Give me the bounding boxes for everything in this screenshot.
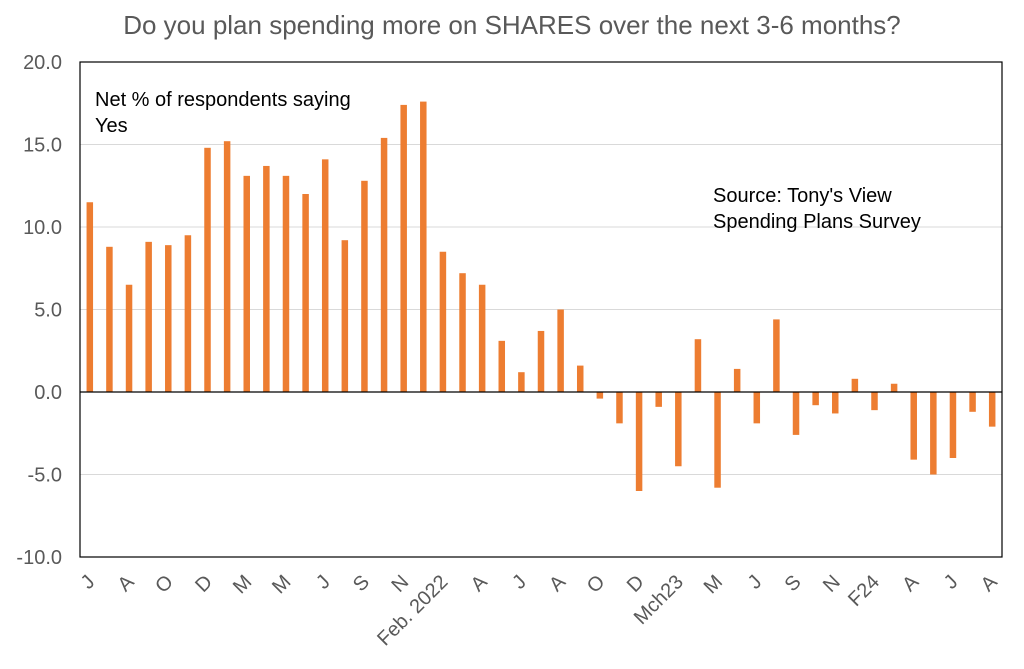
bar bbox=[145, 241, 152, 392]
x-tick-label: M bbox=[229, 571, 256, 598]
bar bbox=[792, 392, 800, 435]
bar bbox=[302, 194, 309, 392]
x-tick-label: O bbox=[583, 571, 610, 598]
bar bbox=[223, 141, 231, 392]
bar bbox=[576, 365, 584, 392]
bar bbox=[125, 284, 133, 392]
bar bbox=[596, 392, 604, 399]
bar bbox=[851, 378, 859, 392]
bar bbox=[380, 137, 388, 392]
bar bbox=[282, 175, 290, 392]
bar bbox=[714, 392, 721, 488]
y-axis-ticks: 20.0 15.0 10.0 5.0 0.0 -5.0 -10.0 bbox=[16, 52, 62, 569]
bar bbox=[557, 309, 564, 392]
x-tick-label: J bbox=[77, 571, 100, 594]
x-tick-label: N bbox=[819, 571, 845, 597]
bar bbox=[871, 392, 878, 411]
x-tick-label: M bbox=[268, 571, 295, 598]
x-tick-label: J bbox=[744, 571, 767, 594]
bar bbox=[635, 392, 643, 491]
y-tick-label: -10.0 bbox=[16, 547, 62, 569]
bar bbox=[106, 246, 113, 392]
x-tick-label: A bbox=[467, 571, 492, 596]
chart-title: Do you plan spending more on SHARES over… bbox=[123, 10, 901, 40]
bar bbox=[400, 104, 407, 393]
y-tick-label: 0.0 bbox=[34, 382, 62, 404]
bar bbox=[832, 392, 839, 414]
bar bbox=[910, 392, 917, 460]
x-tick-label: A bbox=[545, 571, 570, 596]
legend-annotation-line2: Yes bbox=[95, 115, 128, 137]
x-tick-label: J bbox=[940, 571, 963, 594]
bar bbox=[439, 251, 447, 392]
bar bbox=[694, 339, 702, 392]
x-tick-label: D bbox=[623, 571, 649, 597]
bar bbox=[537, 330, 545, 392]
legend-annotation-line1: Net % of respondents saying bbox=[95, 89, 351, 111]
bar bbox=[616, 392, 623, 424]
bar bbox=[341, 240, 349, 392]
bar bbox=[459, 273, 466, 392]
x-tick-label: Feb. 2022 bbox=[373, 571, 452, 650]
bar bbox=[263, 165, 270, 392]
bar bbox=[165, 245, 172, 392]
x-tick-label: A bbox=[898, 571, 923, 596]
bar bbox=[890, 383, 898, 392]
x-tick-label: M bbox=[700, 571, 727, 598]
bar bbox=[733, 368, 741, 392]
bar bbox=[969, 392, 976, 412]
x-tick-label: J bbox=[508, 571, 531, 594]
bar bbox=[773, 319, 780, 392]
y-tick-label: 15.0 bbox=[23, 135, 62, 157]
x-tick-label: O bbox=[151, 571, 178, 598]
x-tick-label: A bbox=[114, 571, 139, 596]
bar bbox=[498, 340, 506, 392]
y-tick-label: 5.0 bbox=[34, 300, 62, 322]
bar bbox=[243, 175, 250, 392]
x-tick-label: J bbox=[312, 571, 335, 594]
source-annotation-line2: Spending Plans Survey bbox=[713, 211, 921, 233]
bar bbox=[204, 147, 211, 392]
y-tick-label: 10.0 bbox=[23, 217, 62, 239]
bar bbox=[361, 180, 368, 392]
bar bbox=[321, 159, 329, 392]
plot-area-border bbox=[79, 61, 1003, 558]
source-annotation-line1: Source: Tony's View bbox=[713, 185, 892, 207]
x-tick-label: D bbox=[191, 571, 217, 597]
y-tick-label: 20.0 bbox=[23, 52, 62, 74]
y-tick-label: -5.0 bbox=[28, 465, 62, 487]
x-tick-label: S bbox=[349, 571, 374, 596]
bar bbox=[518, 372, 525, 392]
bar bbox=[420, 101, 427, 392]
x-tick-label: N bbox=[387, 571, 413, 597]
bar bbox=[753, 392, 761, 424]
bar bbox=[812, 392, 819, 406]
bar bbox=[988, 392, 996, 427]
bar bbox=[675, 392, 682, 467]
bar bbox=[949, 392, 957, 458]
bar bbox=[86, 202, 94, 392]
x-tick-label: A bbox=[977, 571, 1002, 596]
gridlines bbox=[80, 144, 1002, 475]
bar bbox=[655, 392, 662, 407]
x-tick-label: F24 bbox=[844, 571, 884, 611]
bar bbox=[930, 392, 937, 475]
bars bbox=[86, 101, 996, 491]
bar bbox=[478, 284, 486, 392]
bar bbox=[184, 235, 192, 392]
x-tick-label: S bbox=[781, 571, 806, 596]
